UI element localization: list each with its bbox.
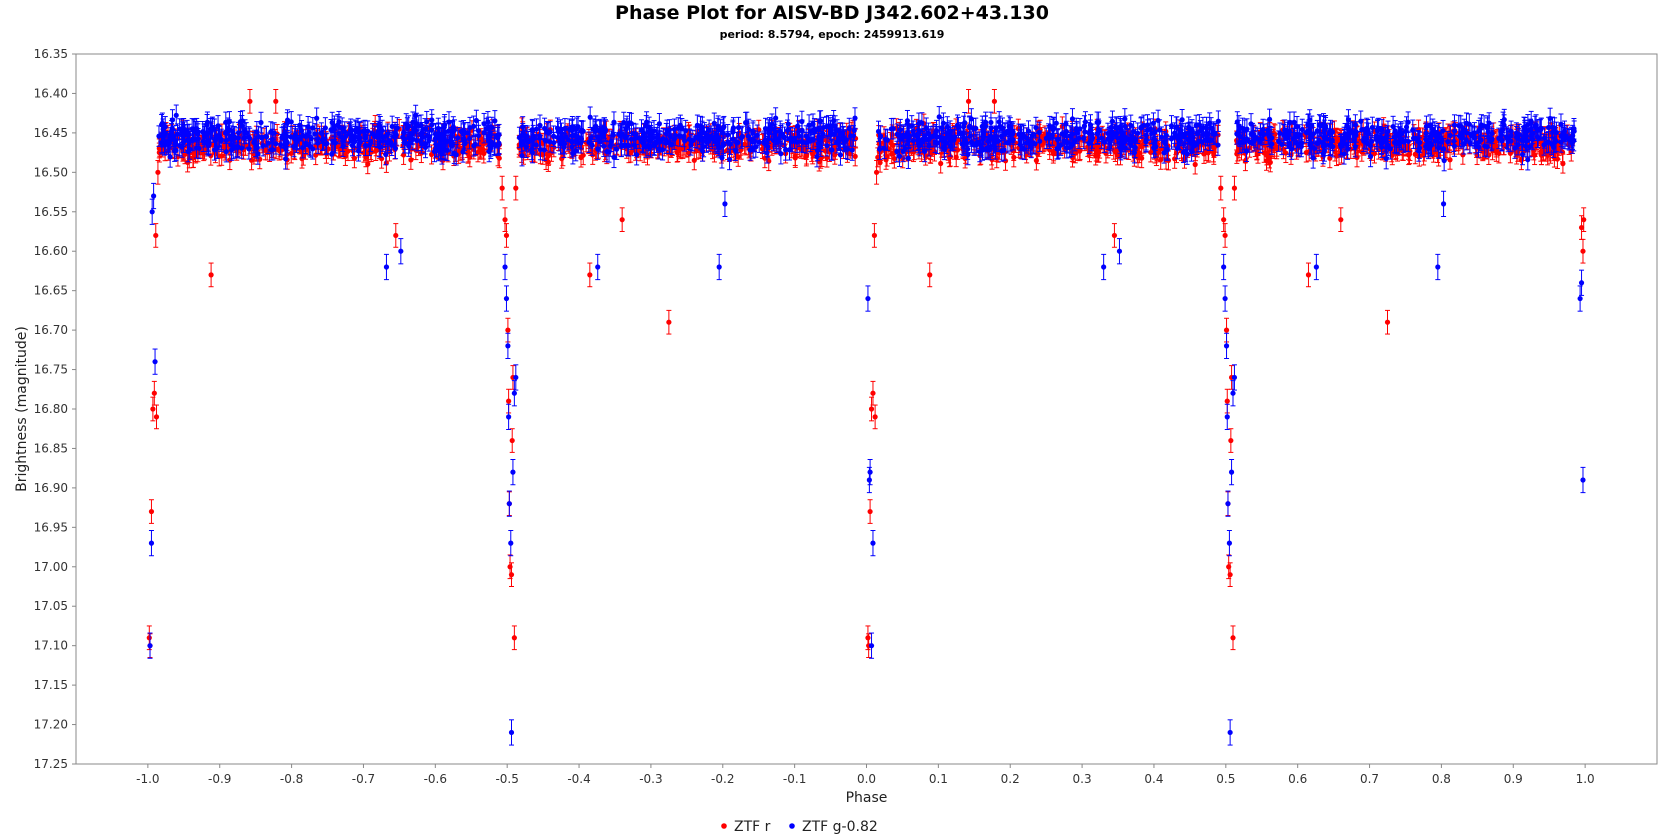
data-point [467,147,473,168]
marker [1501,142,1507,148]
marker [1460,152,1466,158]
marker [1172,156,1178,162]
marker [1327,155,1333,161]
marker [1274,144,1280,150]
marker [691,157,697,163]
marker [891,155,897,162]
chart-title: Phase Plot for AISV-BD J342.602+43.130 [615,2,1049,24]
marker [1447,157,1453,163]
marker [852,153,858,159]
marker [400,152,407,158]
marker [875,154,881,160]
marker [288,150,294,157]
marker [1412,151,1418,157]
marker [467,154,473,160]
marker [1095,150,1101,156]
marker [300,153,306,159]
marker [877,160,883,166]
marker [938,160,944,167]
marker [686,150,692,156]
marks-layer [146,89,1587,746]
data-point [691,150,697,171]
chart-subtitle: period: 8.5794, epoch: 2459913.619 [719,28,945,41]
marker [946,154,953,160]
